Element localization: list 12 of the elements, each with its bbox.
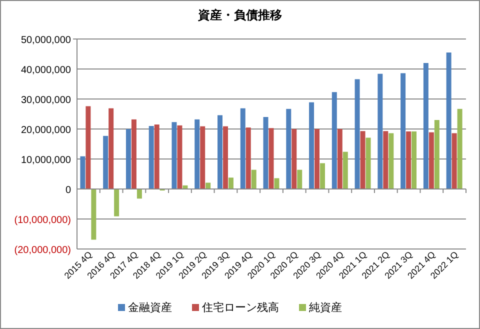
- ytick: (20,000,000): [14, 245, 71, 256]
- ytick: 10,000,000: [20, 155, 71, 166]
- ytick: 40,000,000: [20, 65, 71, 76]
- legend-label: 純資産: [309, 301, 342, 314]
- ytick: 0: [65, 185, 71, 196]
- legend-label: 住宅ローン残高: [202, 301, 279, 314]
- title: 資産・負債推移: [198, 8, 282, 22]
- legend-label: 金融資産: [128, 301, 172, 314]
- ytick: (10,000,000): [14, 215, 71, 226]
- ytick: 20,000,000: [20, 125, 71, 136]
- ytick: 30,000,000: [20, 95, 71, 106]
- ytick: 50,000,000: [20, 35, 71, 46]
